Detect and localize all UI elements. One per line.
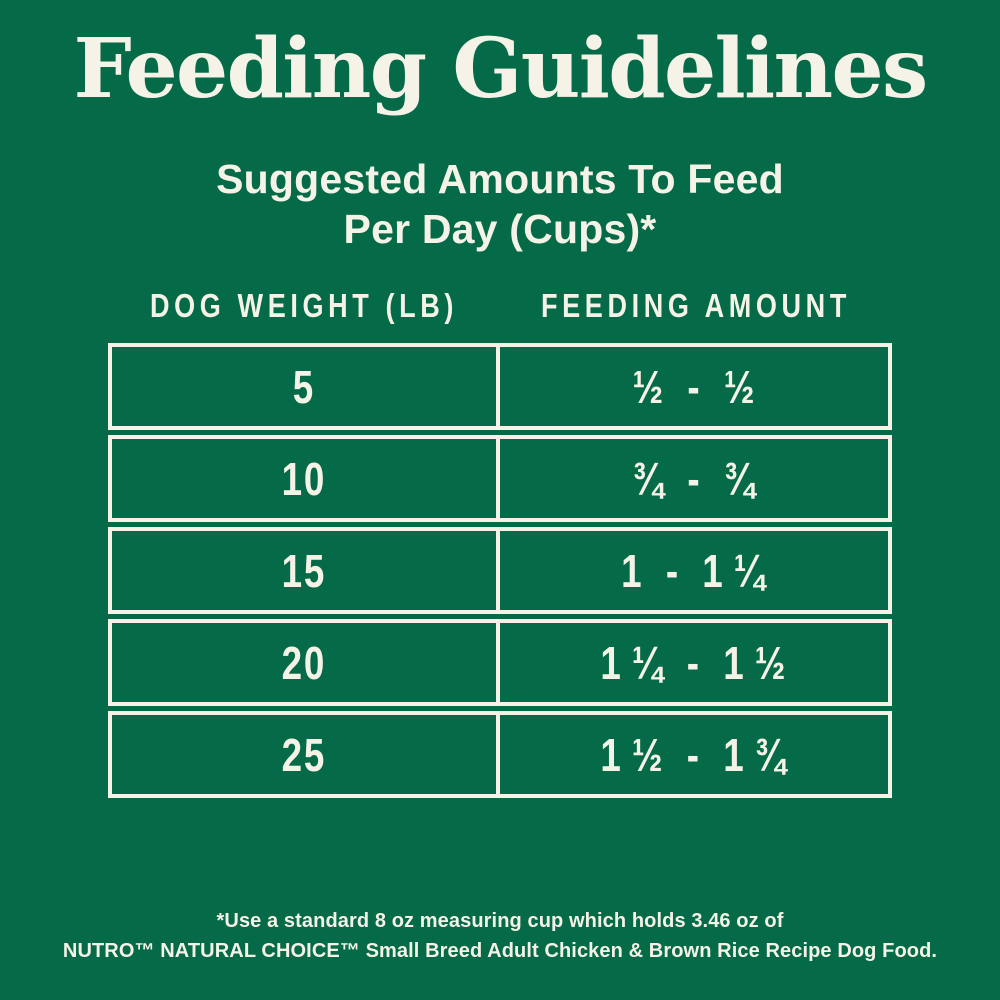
weight-value: 25 (281, 728, 327, 781)
amount-value: 1 ½ - 1 ¾ (600, 728, 788, 781)
weight-value: 5 (292, 360, 316, 413)
amount-cell: ½ - ½ (500, 347, 888, 426)
weight-cell: 10 (112, 439, 500, 518)
weight-cell: 20 (112, 623, 500, 702)
amount-value: 1 - 1 ¼ (621, 544, 767, 597)
weight-value: 20 (281, 636, 327, 689)
table-column-headers: DOG WEIGHT (LB) FEEDING AMOUNT (108, 287, 892, 325)
subtitle-line-2: Per Day (Cups)* (343, 206, 657, 253)
amount-cell: 1 ½ - 1 ¾ (500, 715, 888, 794)
footnote: *Use a standard 8 oz measuring cup which… (0, 906, 1000, 966)
table-row: 20 1 ¼ - 1 ½ (108, 619, 892, 706)
footnote-line-2: NUTRO™ NATURAL CHOICE™ Small Breed Adult… (62, 940, 938, 962)
footnote-line-1: *Use a standard 8 oz measuring cup which… (216, 910, 784, 932)
subtitle-line-1: Suggested Amounts To Feed (216, 156, 784, 202)
weight-cell: 15 (112, 531, 500, 610)
table-row: 5 ½ - ½ (108, 343, 892, 430)
table-row: 10 ¾ - ¾ (108, 435, 892, 522)
column-header-feeding-amount: FEEDING AMOUNT (541, 287, 851, 324)
amount-cell: 1 - 1 ¼ (500, 531, 888, 610)
amount-value: ¾ - ¾ (632, 452, 756, 505)
table-row: 25 1 ½ - 1 ¾ (108, 711, 892, 798)
weight-cell: 5 (112, 347, 500, 426)
amount-cell: ¾ - ¾ (500, 439, 888, 518)
page-title: Feeding Guidelines (73, 21, 928, 117)
subtitle: Suggested Amounts To Feed Per Day (Cups)… (0, 154, 1000, 254)
weight-value: 10 (281, 452, 327, 505)
feeding-table: 5 ½ - ½ 10 ¾ - ¾ 15 1 - 1 ¼ 20 (108, 343, 892, 798)
table-row: 15 1 - 1 ¼ (108, 527, 892, 614)
weight-value: 15 (281, 544, 327, 597)
amount-value: ½ - ½ (632, 360, 756, 413)
amount-value: 1 ¼ - 1 ½ (600, 636, 788, 689)
column-header-dog-weight: DOG WEIGHT (LB) (149, 287, 458, 324)
amount-cell: 1 ¼ - 1 ½ (500, 623, 888, 702)
weight-cell: 25 (112, 715, 500, 794)
